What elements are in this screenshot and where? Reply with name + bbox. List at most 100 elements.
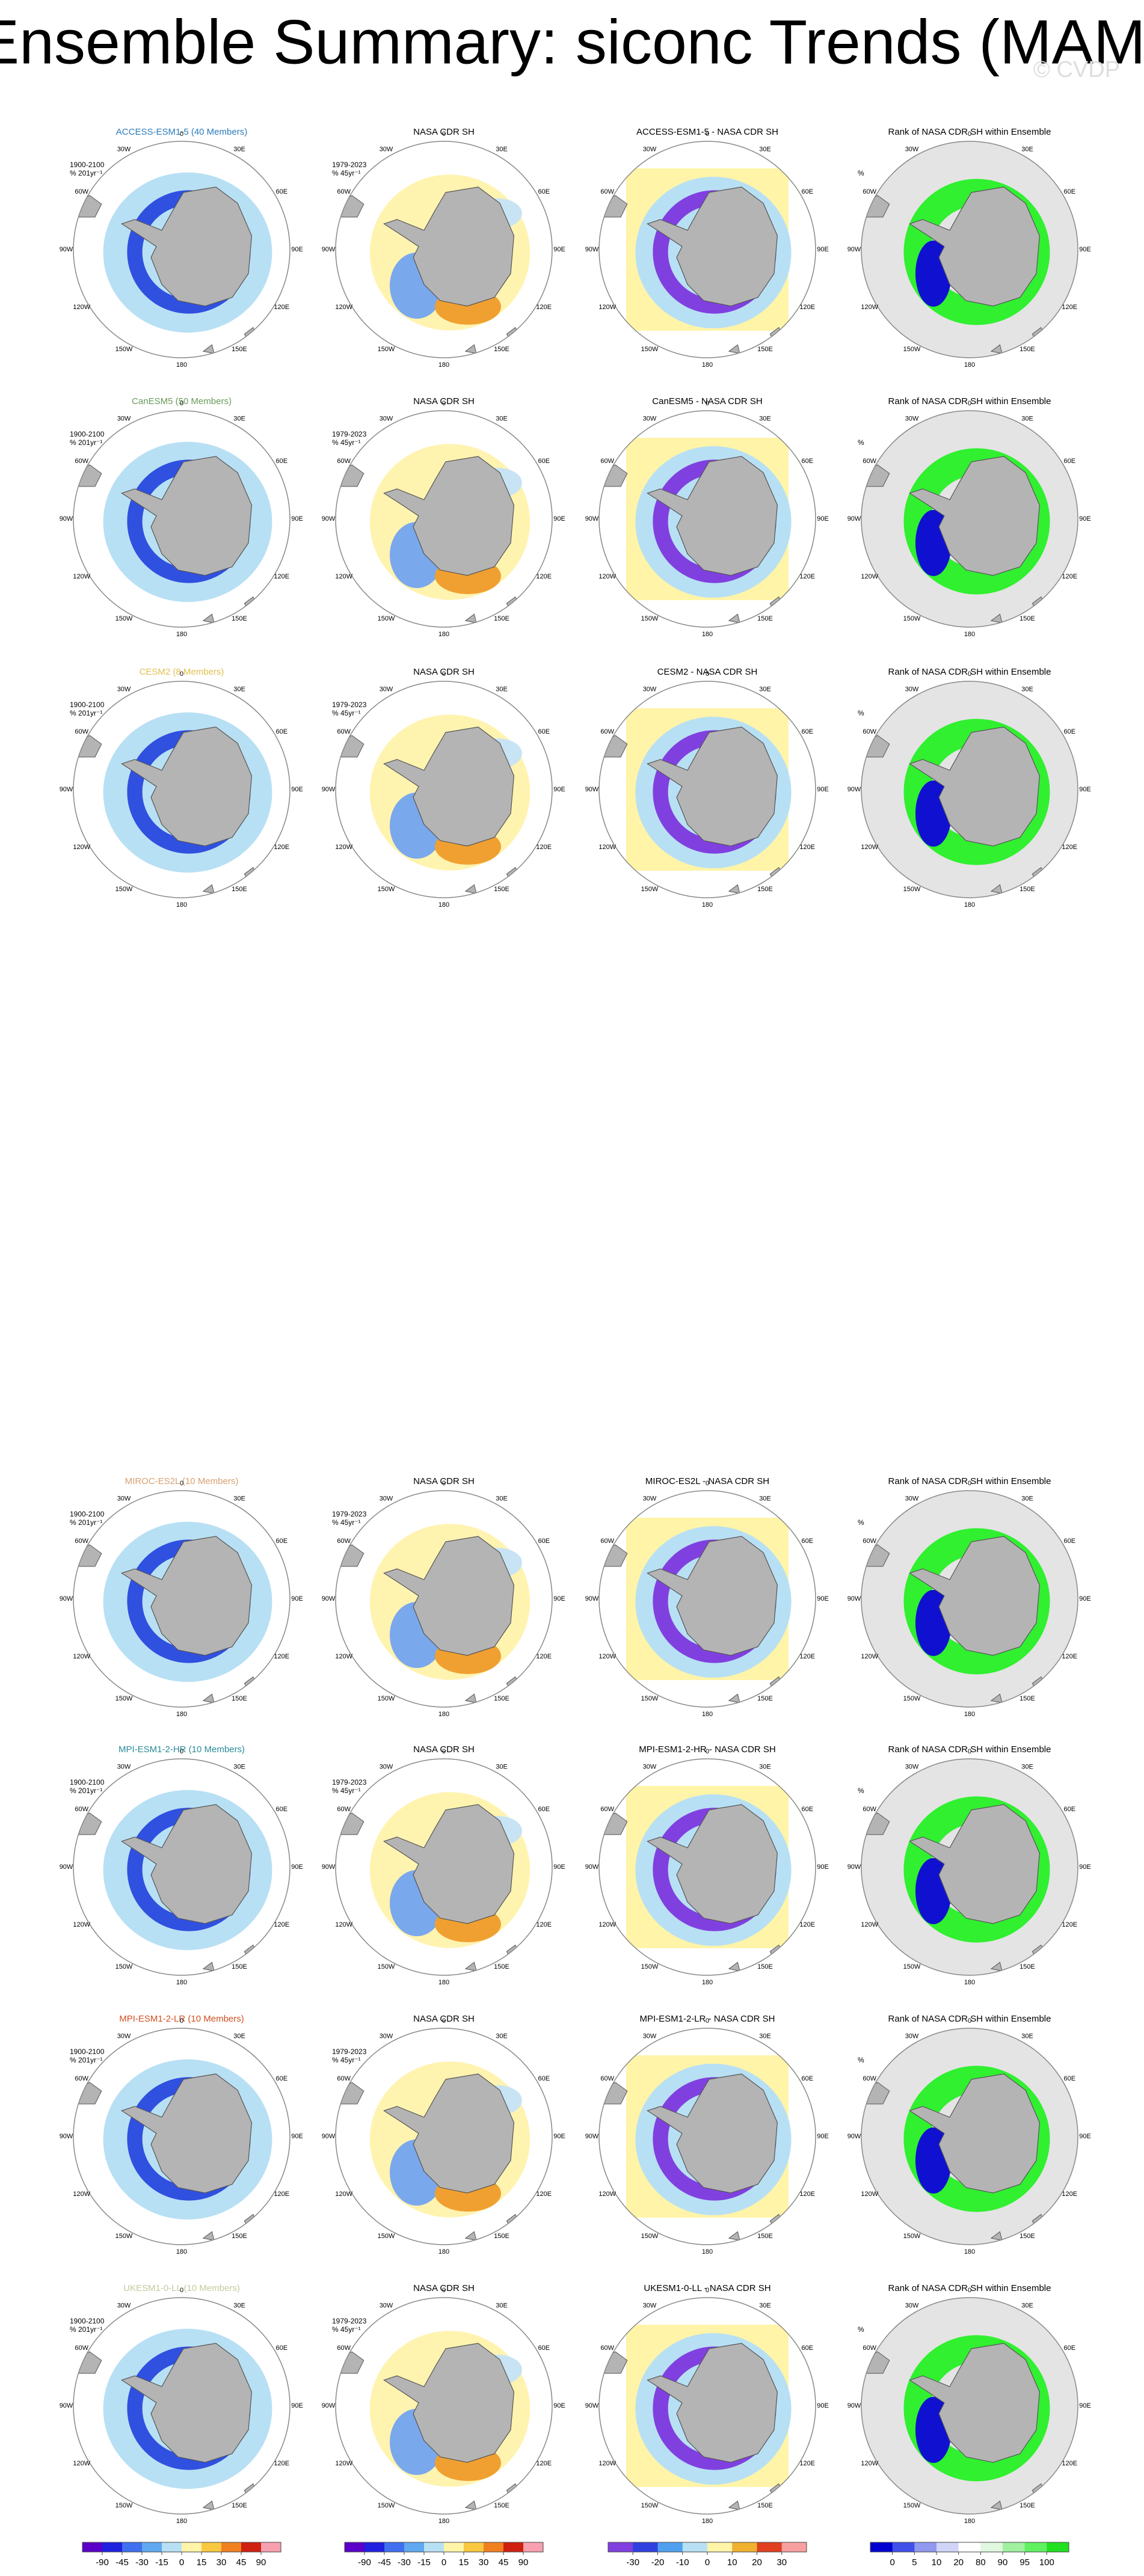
colorbar-label: 0 <box>890 2557 894 2568</box>
continent <box>383 1804 515 1924</box>
longitude-label: 60E <box>538 2075 550 2082</box>
units-label: % <box>858 709 864 717</box>
continent <box>121 456 253 576</box>
longitude-label: 90W <box>322 1595 336 1602</box>
longitude-label: 150E <box>494 346 509 353</box>
map-boundary <box>335 1490 553 1708</box>
longitude-label: 120E <box>536 573 552 580</box>
longitude-label: 90W <box>847 1863 861 1871</box>
tasmania <box>202 613 215 624</box>
longitude-label: 30E <box>1021 1764 1033 1771</box>
colorbar-label: -15 <box>417 2557 431 2568</box>
longitude-label: 60E <box>538 1538 550 1545</box>
longitude-label: 180 <box>964 1979 975 1986</box>
longitude-label: 120E <box>274 2191 289 2198</box>
longitude-label: 60W <box>863 188 876 195</box>
colorbar-label: -30 <box>135 2557 149 2568</box>
longitude-label: 120E <box>274 304 289 311</box>
longitude-label: 30W <box>905 146 919 153</box>
longitude-label: 150E <box>757 886 773 893</box>
longitude-label: 120W <box>598 2460 616 2467</box>
map-content <box>75 1789 272 1972</box>
longitude-label: 30E <box>759 416 771 423</box>
panel-title: NASA CDR SH <box>413 396 475 406</box>
colorbar-segment <box>633 2542 658 2552</box>
map-boundary <box>861 1490 1078 1708</box>
colorbar-label: 5 <box>912 2557 917 2568</box>
longitude-label: 60E <box>801 1806 813 1813</box>
map-content <box>75 441 272 624</box>
longitude-label: 180 <box>964 361 975 369</box>
colorbar-label: 100 <box>1039 2557 1054 2568</box>
figure-title: Ensemble Summary: siconc Trends (MAM) <box>0 7 1144 77</box>
map-boundary <box>335 141 553 358</box>
longitude-label: 30E <box>496 1764 508 1771</box>
tasmania <box>464 344 477 354</box>
longitude-label: 180 <box>702 631 713 638</box>
longitude-label: 150W <box>903 2502 921 2509</box>
units-label: % 201yr⁻¹ <box>70 709 102 717</box>
longitude-label: 120E <box>274 1921 289 1928</box>
longitude-label: 30W <box>905 686 919 693</box>
longitude-label: 150E <box>232 346 247 353</box>
longitude-label: 30W <box>380 1495 393 1503</box>
panel-title: ACCESS-ESM1-5 (40 Members) <box>116 127 247 137</box>
longitude-label: 60W <box>600 2344 614 2352</box>
longitude-label: 150W <box>903 615 921 622</box>
map-boundary <box>73 2297 291 2515</box>
longitude-label: 30E <box>233 1495 245 1503</box>
colorbar-segment <box>484 2542 504 2552</box>
longitude-label: 60W <box>863 1538 876 1545</box>
colorbar-segment <box>102 2542 123 2552</box>
period-label: 1900-2100 <box>70 701 105 709</box>
longitude-label: 150E <box>757 346 773 353</box>
longitude-label: 30W <box>905 416 919 423</box>
longitude-label: 0 <box>968 1748 971 1755</box>
longitude-label: 90W <box>60 515 73 523</box>
longitude-label: 60W <box>337 1538 351 1545</box>
period-label: 1979-2023 <box>332 1778 367 1786</box>
tasmania <box>728 1961 740 1972</box>
longitude-label: 60W <box>75 1806 88 1813</box>
longitude-label: 30W <box>643 146 657 153</box>
map-content <box>861 681 1078 898</box>
tasmania <box>990 613 1003 624</box>
polar-map: 0 30E 60E 90E 120E 150E 180 150W 120W 90W 60W 30W <box>60 400 303 638</box>
panel-title: NASA CDR SH <box>413 1476 475 1486</box>
longitude-label: 120E <box>1062 1653 1077 1660</box>
panel-title: Rank of NASA CDR SH within Ensemble <box>888 127 1051 137</box>
panel-title: NASA CDR SH <box>413 1744 475 1755</box>
longitude-label: 120E <box>799 573 815 580</box>
colorbar-segment <box>82 2542 103 2552</box>
units-label: % 201yr⁻¹ <box>70 2325 102 2334</box>
map-boundary <box>335 1758 553 1976</box>
longitude-label: 60W <box>863 458 876 465</box>
period-label: 1979-2023 <box>332 2047 367 2056</box>
colorbar-segment <box>757 2542 783 2552</box>
longitude-label: 180 <box>438 2518 449 2525</box>
colorbar-segment <box>682 2542 708 2552</box>
continent <box>647 2343 778 2463</box>
longitude-label: 0 <box>706 1480 709 1487</box>
longitude-label: 0 <box>706 2017 709 2025</box>
units-label: % 45yr⁻¹ <box>332 2325 361 2334</box>
map-content <box>601 168 792 354</box>
polar-map: 0 30E 60E 90E 120E 150E 180 150W 120W 90W 60W 30W <box>60 2017 303 2256</box>
longitude-label: 0 <box>180 2287 183 2294</box>
tasmania <box>202 2231 215 2241</box>
longitude-label: 150E <box>494 2233 509 2240</box>
panel-title: UKESM1-0-LL - NASA CDR SH <box>644 2283 770 2293</box>
panel-title: NASA CDR SH <box>413 2283 475 2293</box>
longitude-label: 120W <box>861 573 878 580</box>
map-content <box>75 2059 272 2241</box>
longitude-label: 150E <box>232 1963 247 1970</box>
longitude-label: 60E <box>1063 458 1075 465</box>
longitude-label: 0 <box>180 1480 183 1487</box>
longitude-label: 30E <box>1021 686 1033 693</box>
panel-title: Rank of NASA CDR SH within Ensemble <box>888 2283 1051 2293</box>
longitude-label: 90E <box>291 1863 303 1871</box>
longitude-label: 60W <box>337 728 351 735</box>
longitude-label: 90E <box>1079 1595 1091 1602</box>
longitude-label: 30E <box>496 1495 508 1503</box>
